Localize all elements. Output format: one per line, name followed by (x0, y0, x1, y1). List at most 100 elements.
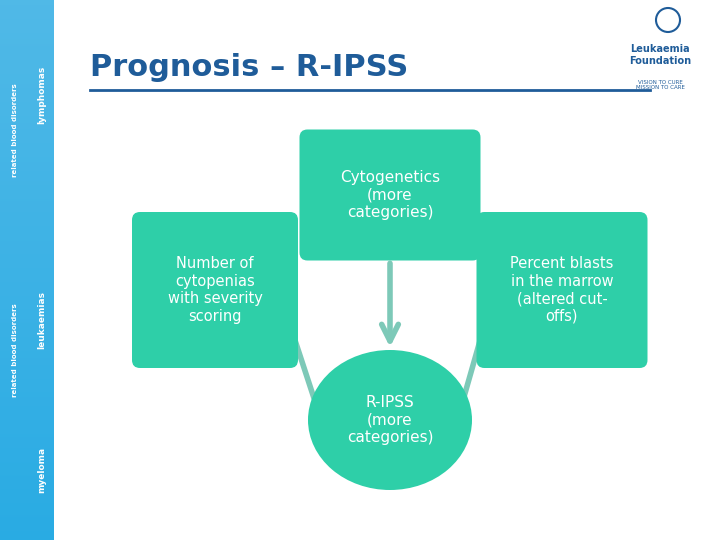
Bar (0, 272, 54, 273)
Bar (0, 12, 54, 13)
Bar (0, 416, 54, 417)
Bar (0, 236, 54, 237)
Bar (0, 62, 54, 63)
Ellipse shape (308, 350, 472, 490)
Bar (0, 380, 54, 381)
Bar (0, 40, 54, 41)
Bar (0, 95, 54, 96)
Bar (0, 364, 54, 365)
Bar (0, 527, 54, 528)
Bar (0, 331, 54, 332)
Bar (0, 192, 54, 193)
Bar (0, 505, 54, 506)
Bar (0, 23, 54, 24)
Bar (0, 417, 54, 418)
Bar (0, 384, 54, 385)
Bar (0, 378, 54, 379)
Bar (0, 270, 54, 271)
Bar (0, 281, 54, 282)
Bar (0, 200, 54, 201)
Bar (0, 333, 54, 334)
Bar (0, 497, 54, 498)
Bar (0, 183, 54, 184)
Bar (0, 414, 54, 415)
Bar (0, 141, 54, 142)
Bar (0, 480, 54, 481)
Bar (0, 456, 54, 457)
Bar (0, 6, 54, 7)
Bar (0, 513, 54, 514)
Bar (0, 462, 54, 463)
Bar (0, 258, 54, 259)
Bar (0, 20, 54, 21)
Bar (0, 219, 54, 220)
Bar (0, 422, 54, 423)
Bar (0, 528, 54, 529)
Bar (0, 487, 54, 488)
Bar (0, 112, 54, 113)
Bar (0, 475, 54, 476)
Bar (0, 175, 54, 176)
Bar (0, 386, 54, 387)
Bar (0, 295, 54, 296)
Bar (0, 338, 54, 339)
Bar (0, 168, 54, 169)
Bar (0, 149, 54, 150)
Bar (0, 484, 54, 485)
Bar (0, 193, 54, 194)
Bar (0, 500, 54, 501)
Bar (0, 308, 54, 309)
Bar (0, 322, 54, 323)
Bar (0, 493, 54, 494)
Bar (0, 428, 54, 429)
Bar (0, 78, 54, 79)
Bar (0, 211, 54, 212)
Bar (0, 240, 54, 241)
Bar (0, 92, 54, 93)
Bar (0, 7, 54, 8)
Bar (0, 514, 54, 515)
Bar (0, 374, 54, 375)
Bar (0, 172, 54, 173)
Bar (0, 76, 54, 77)
Bar (0, 476, 54, 477)
Bar (0, 293, 54, 294)
Bar (0, 474, 54, 475)
Bar (0, 394, 54, 395)
Bar (0, 403, 54, 404)
Bar (0, 471, 54, 472)
Bar (0, 230, 54, 231)
Bar (0, 398, 54, 399)
Bar (0, 135, 54, 136)
Bar (0, 396, 54, 397)
Bar (0, 530, 54, 531)
Bar (0, 360, 54, 361)
Bar (0, 8, 54, 9)
Bar (0, 84, 54, 85)
Bar (0, 81, 54, 82)
Bar (0, 158, 54, 159)
Bar (0, 482, 54, 483)
Bar (0, 454, 54, 455)
Bar (0, 526, 54, 527)
Bar (0, 207, 54, 208)
Bar (0, 127, 54, 128)
Bar (0, 260, 54, 261)
Bar (0, 489, 54, 490)
Bar (0, 435, 54, 436)
Bar (0, 411, 54, 412)
Bar (0, 162, 54, 163)
Bar (0, 64, 54, 65)
Bar (0, 533, 54, 534)
Bar (0, 299, 54, 300)
Bar (0, 73, 54, 74)
Bar (0, 453, 54, 454)
Bar (0, 87, 54, 88)
Bar (0, 525, 54, 526)
Bar (0, 294, 54, 295)
Bar (0, 50, 54, 51)
Bar (0, 479, 54, 480)
Bar (0, 54, 54, 55)
Bar (0, 28, 54, 29)
Bar (0, 33, 54, 34)
